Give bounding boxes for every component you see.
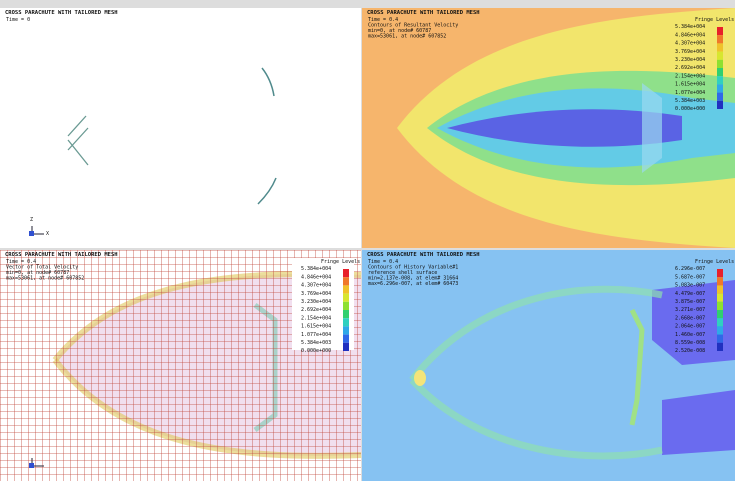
screen: CROSS PARACHUTE WITH TAILORED MESHTime =… [0,0,735,481]
axis-label: X [46,231,49,237]
fringe-level: 2.154e+004 [675,73,705,79]
fringe-swatch [717,326,723,334]
fringe-swatch [343,343,349,351]
fringe-title: Fringe Levels [321,259,360,265]
fringe-swatch [343,302,349,310]
fringe-level: 3.769e+004 [675,49,705,55]
fringe-level: 0.000e+000 [301,348,331,354]
fringe-swatch [343,269,349,277]
info-line: Time = 0 [6,17,30,23]
fringe-swatch [343,326,349,334]
fringe-title: Fringe Levels [695,17,734,23]
fringe-level: 2.692e+004 [301,307,331,313]
info-line: max=53061, at node# 607852 [368,34,446,40]
fringe-swatch [717,277,723,285]
fringe-level: 1.077e+004 [301,332,331,338]
info-line: max=6.296e-007, at elem# 60473 [368,281,458,287]
fringe-level: 5.384e+003 [675,98,705,104]
fringe-swatch [717,27,723,35]
fringe-swatch [343,277,349,285]
fringe-level: 4.307e+004 [675,41,705,47]
fringe-level: 2.668e-007 [675,315,705,321]
fringe-swatch [717,335,723,343]
fringe-swatch [717,84,723,92]
fringe-level: 1.460e-007 [675,332,705,338]
fringe-swatch [717,101,723,109]
fringe-level: 0.000e+000 [675,106,705,112]
fringe-level: 5.687e-007 [675,274,705,280]
fringe-level: 2.154e+004 [301,315,331,321]
fringe-swatch [717,35,723,43]
fringe-level: 3.875e-007 [675,299,705,305]
fringe-level: 5.384e+003 [301,340,331,346]
fringe-level: 5.384e+004 [301,266,331,272]
fringe-swatch [717,294,723,302]
panel-title: CROSS PARACHUTE WITH TAILORED MESH [367,10,480,16]
fringe-level: 3.230e+004 [301,299,331,305]
fringe-swatch [717,68,723,76]
fringe-swatch [717,343,723,351]
fringe-level: 3.271e-007 [675,307,705,313]
fringe-swatch [717,302,723,310]
panel-title: CROSS PARACHUTE WITH TAILORED MESH [5,10,118,16]
fringe-level: 2.520e-008 [675,348,705,354]
panel-title: CROSS PARACHUTE WITH TAILORED MESH [5,252,118,258]
fringe-level: 6.296e-007 [675,266,705,272]
fringe-swatch [343,285,349,293]
fringe-swatch [343,310,349,318]
fringe-swatch [717,269,723,277]
fringe-swatch [343,318,349,326]
fringe-level: 1.077e+004 [675,90,705,96]
fringe-level: 8.559e-008 [675,340,705,346]
fringe-level: 3.230e+004 [675,57,705,63]
fringe-swatch [717,93,723,101]
fringe-level: 2.692e+004 [675,65,705,71]
fringe-swatch [717,43,723,51]
fringe-level: 4.479e-007 [675,291,705,297]
fringe-level: 3.769e+004 [301,291,331,297]
fringe-swatch [343,335,349,343]
fringe-level: 4.846e+004 [675,32,705,38]
fringe-level: 5.083e-007 [675,283,705,289]
fringe-level: 1.615e+004 [675,82,705,88]
axis-label: Z [30,217,33,223]
fringe-swatch [717,285,723,293]
fringe-level: 1.615e+004 [301,324,331,330]
fringe-level: 5.384e+004 [675,24,705,30]
panel-title: CROSS PARACHUTE WITH TAILORED MESH [367,252,480,258]
fringe-level: 2.064e-007 [675,324,705,330]
fringe-swatch [717,310,723,318]
fringe-swatch [717,60,723,68]
fringe-swatch [343,294,349,302]
fringe-level: 4.307e+004 [301,283,331,289]
fringe-level: 4.846e+004 [301,274,331,280]
fringe-swatch [717,76,723,84]
fringe-swatch [717,52,723,60]
fringe-swatch [717,318,723,326]
fringe-title: Fringe Levels [695,259,734,265]
info-line: max=53061, at node# 607852 [6,276,84,282]
